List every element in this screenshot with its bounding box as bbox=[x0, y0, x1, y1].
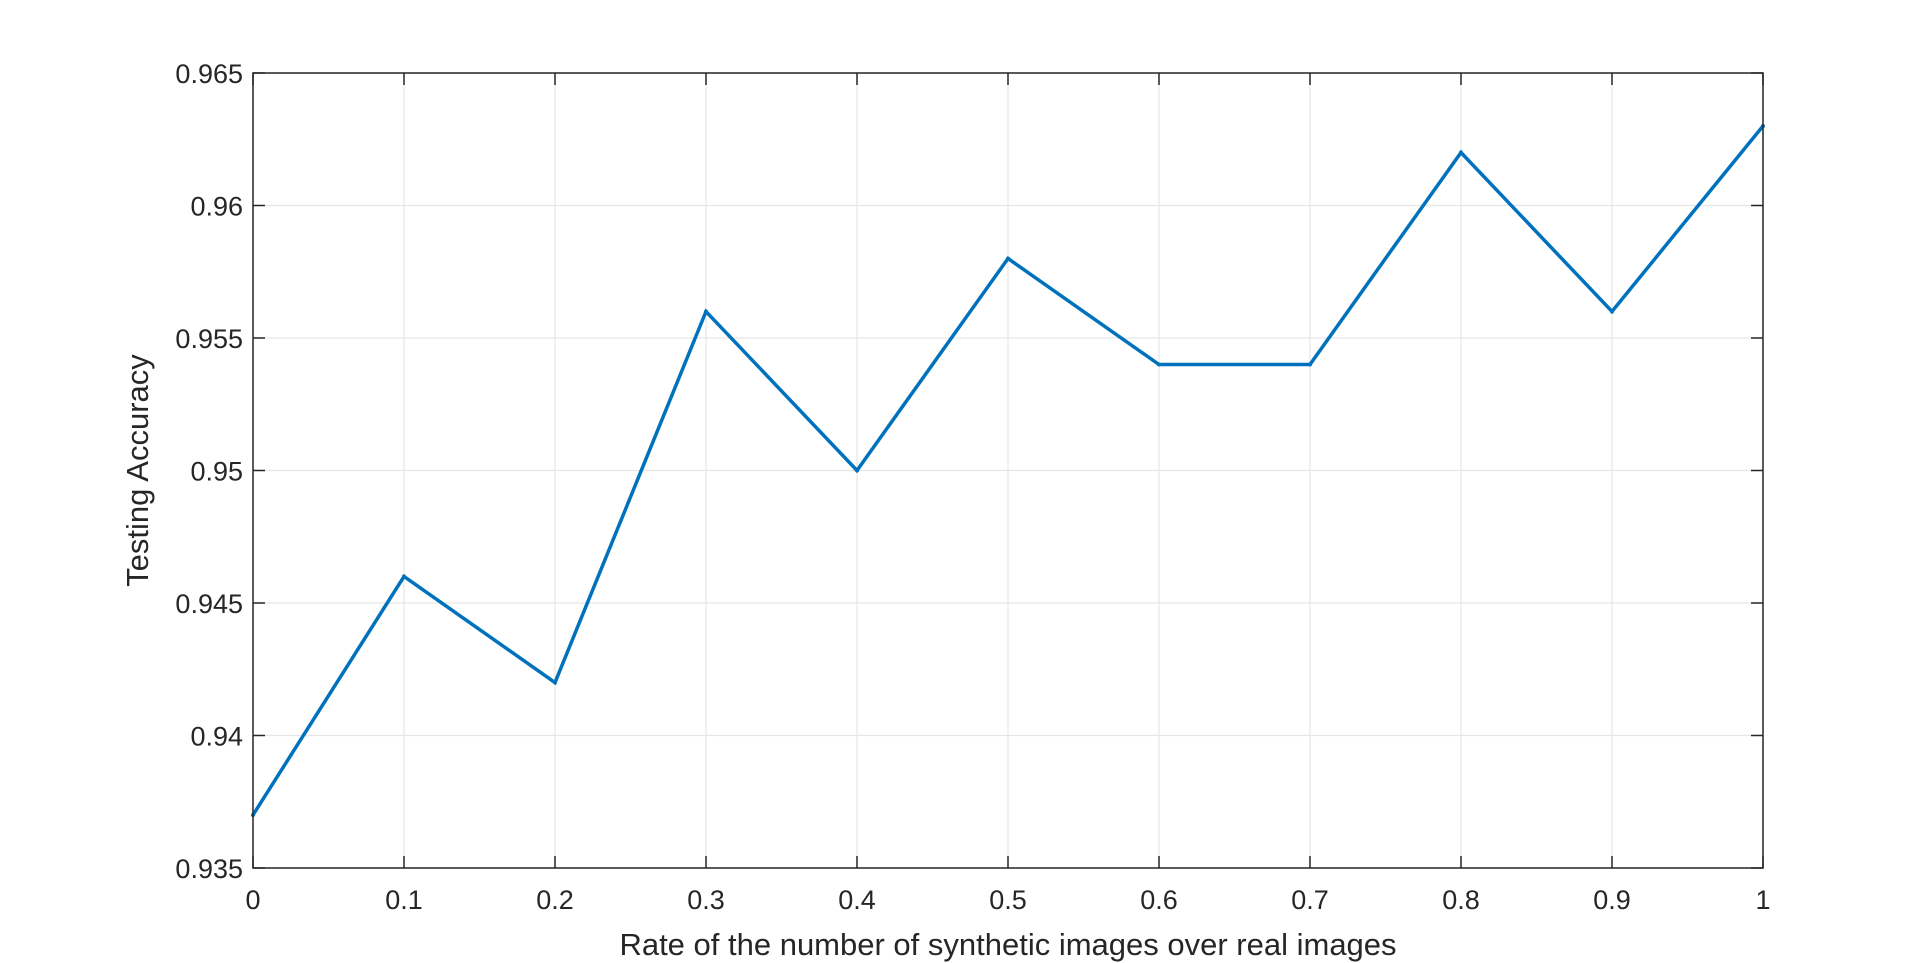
x-tick-label: 0.6 bbox=[1140, 885, 1178, 915]
plot-area-frame bbox=[252, 72, 1764, 869]
data-point bbox=[704, 309, 708, 314]
x-axis-label: Rate of the number of synthetic images o… bbox=[619, 927, 1396, 962]
y-tick-label: 0.96 bbox=[190, 192, 243, 222]
data-point bbox=[1006, 256, 1010, 261]
data-point bbox=[1157, 362, 1161, 367]
x-tick-label: 1 bbox=[1755, 885, 1770, 915]
y-tick-label: 0.965 bbox=[175, 59, 243, 89]
y-tick-label: 0.94 bbox=[190, 722, 243, 752]
x-tick-labels: 0 0.1 0.2 0.3 0.4 0.5 0.6 0.7 0.8 0.9 1 bbox=[245, 885, 1770, 915]
data-point bbox=[1610, 309, 1614, 314]
data-point bbox=[1459, 150, 1463, 155]
x-tick-label: 0.9 bbox=[1593, 885, 1631, 915]
data-point bbox=[402, 574, 406, 579]
x-tick-label: 0.3 bbox=[687, 885, 725, 915]
y-tick-label: 0.935 bbox=[175, 854, 243, 884]
y-axis-label: Testing Accuracy bbox=[120, 354, 155, 587]
data-point bbox=[1308, 362, 1312, 367]
x-tick-label: 0.5 bbox=[989, 885, 1027, 915]
y-tick-labels: 0.935 0.94 0.945 0.95 0.955 0.96 0.965 bbox=[175, 59, 243, 884]
y-tick-label: 0.955 bbox=[175, 324, 243, 354]
y-tick-label: 0.945 bbox=[175, 589, 243, 619]
x-tick-label: 0.7 bbox=[1291, 885, 1329, 915]
x-tick-label: 0.1 bbox=[385, 885, 423, 915]
data-point bbox=[553, 680, 557, 685]
x-tick-label: 0.2 bbox=[536, 885, 574, 915]
x-tick-label: 0 bbox=[245, 885, 260, 915]
x-tick-label: 0.8 bbox=[1442, 885, 1480, 915]
y-tick-label: 0.95 bbox=[190, 457, 243, 487]
data-series bbox=[251, 124, 1765, 817]
x-tick-label: 0.4 bbox=[838, 885, 876, 915]
data-point bbox=[855, 468, 859, 473]
